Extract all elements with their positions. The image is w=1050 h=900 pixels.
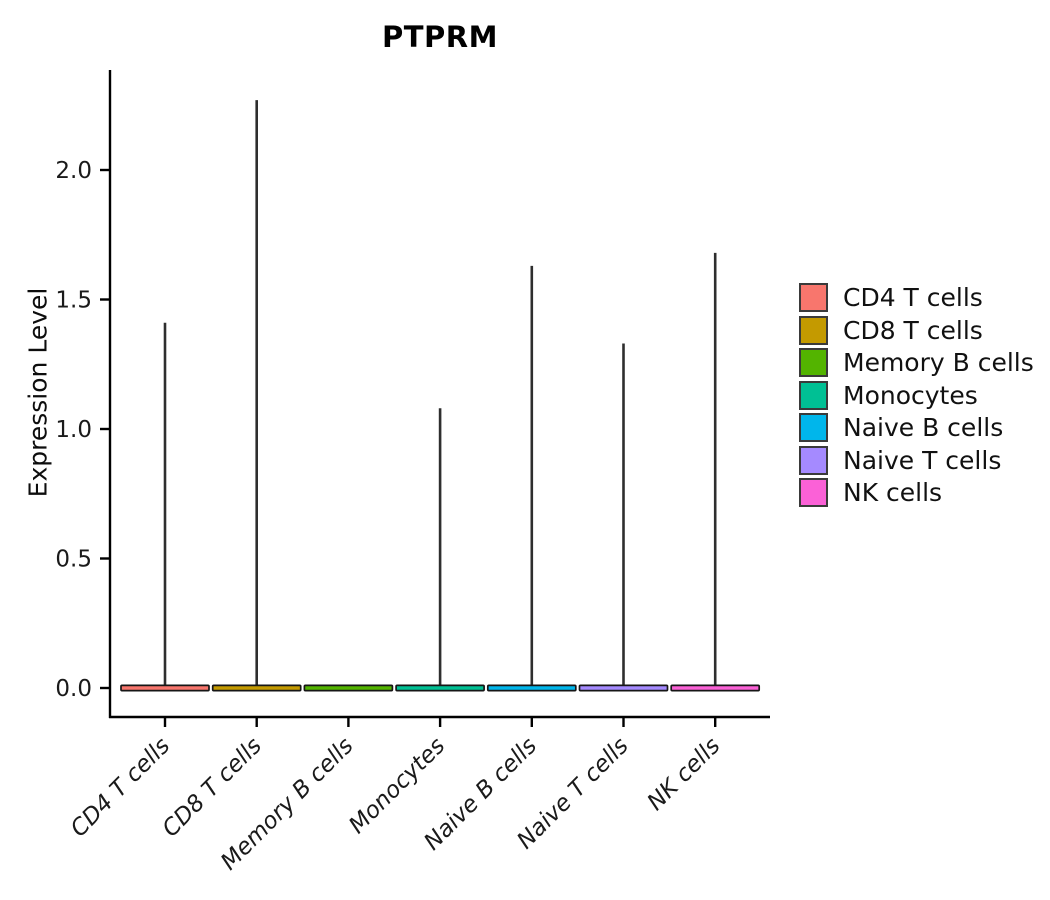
y-tick-label: 1.0 <box>55 417 92 443</box>
legend-label: Monocytes <box>843 380 978 410</box>
legend-swatch <box>799 315 828 345</box>
legend-item: CD8 T cells <box>799 315 1034 345</box>
legend-item: Naive B cells <box>799 413 1034 442</box>
violin-base <box>670 684 761 692</box>
y-tick-label: 0.5 <box>55 546 92 572</box>
violin-base <box>303 684 394 692</box>
violin-base <box>395 684 485 692</box>
legend-item: CD4 T cells <box>799 283 1034 312</box>
legend: CD4 T cells CD8 T cells Memory B cells Mono… <box>799 283 1034 511</box>
violin-base <box>486 684 577 692</box>
legend-swatch <box>799 283 828 312</box>
y-tick-label: 0.0 <box>55 676 92 702</box>
legend-swatch <box>799 348 828 377</box>
legend-swatch <box>799 413 828 442</box>
violin-base <box>120 684 210 692</box>
legend-swatch <box>799 380 828 410</box>
legend-item: Monocytes <box>799 380 1034 410</box>
legend-item: Memory B cells <box>799 348 1034 377</box>
y-tick-label: 1.5 <box>55 287 92 313</box>
legend-item: NK cells <box>799 478 1034 507</box>
legend-label: Naive B cells <box>843 413 1004 442</box>
legend-swatch <box>799 478 828 507</box>
y-tick-label: 2.0 <box>55 158 92 184</box>
legend-label: NK cells <box>843 478 943 507</box>
legend-label: CD4 T cells <box>843 283 983 312</box>
x-tick-label: NK cells <box>643 733 726 816</box>
legend-label: Memory B cells <box>843 348 1034 377</box>
legend-label: CD8 T cells <box>843 315 983 345</box>
chart-title: PTPRM <box>382 20 498 54</box>
legend-label: Naive T cells <box>843 445 1002 475</box>
legend-swatch <box>799 445 828 475</box>
violin-base <box>211 684 302 692</box>
legend-item: Naive T cells <box>799 445 1034 475</box>
violin-base <box>578 684 669 692</box>
